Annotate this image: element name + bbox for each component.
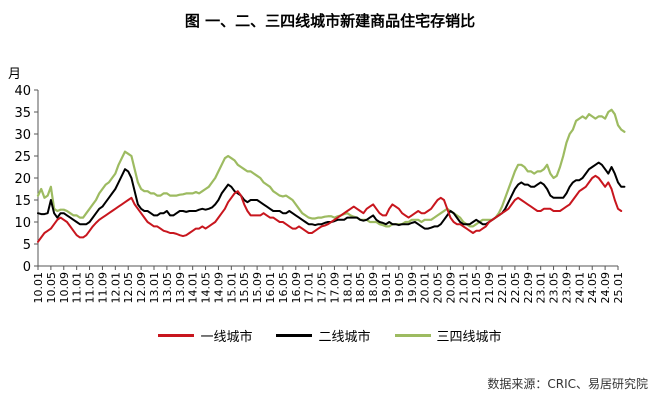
- x-tick-label: 24.05: [586, 272, 599, 304]
- x-tick-label: 11.09: [96, 272, 109, 304]
- x-tick-label: 23.09: [560, 272, 573, 304]
- x-tick-label: 20.05: [432, 272, 445, 304]
- x-tick-label: 14.01: [187, 272, 200, 304]
- x-tick-label: 12.09: [135, 272, 148, 304]
- y-tick-label: 40: [14, 84, 31, 99]
- x-tick-label: 22.05: [509, 272, 522, 304]
- x-tick-label: 23.05: [548, 272, 561, 304]
- series-line-2: [36, 108, 626, 228]
- x-tick-label: 14.09: [212, 272, 225, 304]
- chart-title: 图 一、二、三四线城市新建商品住宅存销比: [184, 12, 476, 30]
- x-tick-label: 10.09: [58, 272, 71, 304]
- x-tick-label: 21.05: [470, 272, 483, 304]
- x-tick-label: 16.01: [264, 272, 277, 304]
- x-tick-label: 15.09: [251, 272, 264, 304]
- x-tick-label: 16.09: [290, 272, 303, 304]
- x-tick-label: 13.05: [161, 272, 174, 304]
- source-note: 数据来源：CRIC、易居研究院: [487, 377, 648, 391]
- x-tick-label: 17.09: [328, 272, 341, 304]
- legend-label-tier1: 一线城市: [200, 330, 253, 345]
- y-tick-label: 10: [14, 216, 31, 231]
- x-tick-label: 21.09: [483, 272, 496, 304]
- x-tick-label: 24.09: [599, 272, 612, 304]
- x-tick-label: 20.01: [419, 272, 432, 304]
- x-tick-label: 17.05: [316, 272, 329, 304]
- x-tick-label: 12.05: [122, 272, 135, 304]
- x-tick-label: 16.05: [277, 272, 290, 304]
- legend-item-tier2: 二线城市: [276, 326, 371, 345]
- x-tick-label: 13.09: [174, 272, 187, 304]
- x-tick-label: 18.09: [367, 272, 380, 304]
- x-tick-label: 12.01: [109, 272, 122, 304]
- y-tick-label: 35: [14, 106, 31, 121]
- legend-label-tier2: 二线城市: [318, 330, 371, 345]
- x-tick-label: 11.01: [71, 272, 84, 304]
- y-axis-label: 月: [8, 67, 22, 82]
- x-tick-label: 20.09: [444, 272, 457, 304]
- y-tick-label: 15: [14, 194, 31, 209]
- y-tick-label: 30: [14, 128, 31, 143]
- legend-swatch-tier1: [158, 334, 195, 337]
- x-tick-label: 19.05: [393, 272, 406, 304]
- x-tick-label: 18.05: [354, 272, 367, 304]
- x-tick-label: 19.09: [406, 272, 419, 304]
- y-tick-label: 20: [14, 172, 31, 187]
- x-tick-label: 10.05: [45, 272, 58, 304]
- x-tick-label: 13.01: [148, 272, 161, 304]
- legend-swatch-tier34: [394, 334, 431, 337]
- x-tick-label: 21.01: [457, 272, 470, 304]
- x-tick-label: 22.09: [522, 272, 535, 304]
- x-tick-label: 17.01: [303, 272, 316, 304]
- x-tick-label: 15.01: [225, 272, 238, 304]
- x-tick-label: 10.01: [32, 272, 45, 304]
- x-tick-label: 23.01: [535, 272, 548, 304]
- legend-label-tier34: 三四线城市: [436, 330, 502, 345]
- x-tick-label: 18.01: [341, 272, 354, 304]
- x-tick-label: 22.01: [496, 272, 509, 304]
- y-tick-label: 5: [23, 238, 31, 253]
- x-tick-label: 19.01: [380, 272, 393, 304]
- x-tick-label: 25.01: [612, 272, 625, 304]
- x-tick-label: 15.05: [238, 272, 251, 304]
- x-tick-label: 24.01: [573, 272, 586, 304]
- series-line-0: [37, 174, 623, 243]
- legend-swatch-tier2: [276, 334, 313, 337]
- x-tick-label: 11.05: [84, 272, 97, 304]
- y-tick-label: 25: [14, 150, 31, 165]
- legend-item-tier1: 一线城市: [158, 326, 252, 345]
- legend: 一线城市 二线城市 三四线城市: [0, 326, 660, 345]
- legend-item-tier34: 三四线城市: [394, 326, 502, 345]
- x-tick-label: 14.05: [200, 272, 213, 304]
- y-tick-label: 0: [23, 260, 31, 275]
